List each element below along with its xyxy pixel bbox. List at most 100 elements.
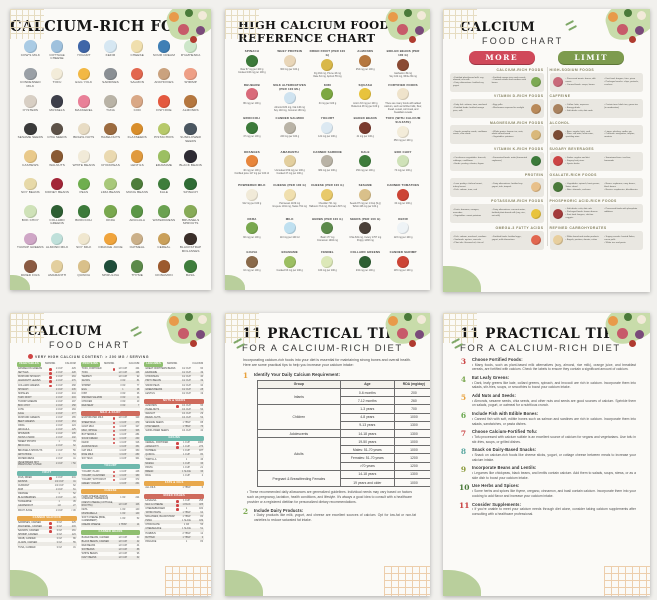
table-header-cell: RDA (mg/day) <box>393 379 430 389</box>
calcium-value: 258 <box>199 500 204 502</box>
table-row: EVAPORATED MILK 1/2 CUP 329 <box>81 417 141 421</box>
poster4-title: CALCIUM FOOD CHART <box>27 324 131 350</box>
food-item: BROCCOLI <box>70 205 97 231</box>
serving-value: 1 CUP <box>119 429 127 432</box>
pistachios-icon <box>157 122 171 135</box>
serving-value: 1/2 CUP <box>54 481 64 484</box>
table-row: GOAT MILK 1 CUP 327 <box>81 425 141 429</box>
food-entry: SPINACH Raw 67 mg per 100 g Cooked 136 mg… <box>233 49 271 82</box>
table-row: RAISINS 1/2 CUP 41 <box>17 480 77 485</box>
fortified-foods-icon <box>397 88 410 101</box>
calcium-value: 34 mg per 100 g <box>394 202 412 206</box>
table-row: COLLARD GREENS 1 CUP 268 <box>17 384 77 388</box>
table-row: RICE MILK 1 CUP 283 <box>80 453 141 458</box>
serving-value: 1 CUP <box>55 400 63 403</box>
food-name: TOFU <box>81 372 88 375</box>
section-header: PHOSPHORIC ACID-RICH FOODS <box>549 199 617 204</box>
bullet-item: • Fortified foods: fortified orange juic… <box>453 107 485 113</box>
serving-value: 1 CUP <box>183 474 190 477</box>
table-row: MUSTARD GREENS 1 CUP 165 <box>17 416 77 420</box>
very-high-dot <box>49 530 52 533</box>
food-item: CHEESE <box>124 40 151 66</box>
section-heading: GRAINS <box>144 436 205 441</box>
calcium-value: 92 <box>136 376 140 379</box>
serving-value: 1 CUP <box>119 458 127 461</box>
table-row: HAZELNUTS 1/4 CUP 56 <box>144 408 205 413</box>
more-pill: MORE <box>468 51 535 64</box>
food-name: ALMONDS <box>357 49 374 54</box>
milk-alternatives-per-100-ml-icon <box>283 92 296 105</box>
food-name: DRIED FRUIT (per 100 g) <box>309 49 346 58</box>
more-section: OMEGA-3 FATTY ACIDS • Fish: salmon, macke… <box>450 226 544 250</box>
section-heading: LEGUMES SERVING CALCIUM <box>144 362 204 367</box>
poster-tips-part2: 11 PRACTICAL TIPS FOR A CALCIUM-RICH DIE… <box>443 313 650 596</box>
food-label: BLACKSTRAP MOLASSES <box>179 245 202 253</box>
seeds-per-100-g-icon <box>359 222 372 235</box>
food-item: MUSSELS <box>44 95 71 121</box>
table-row: CHICKPEAS 1/2 CUP 40 <box>144 376 204 380</box>
food-label: CASHEWS <box>22 162 39 167</box>
food-item: SUNFLOWER SEEDS <box>177 122 204 149</box>
kale-icon <box>359 155 372 168</box>
section-heading: PROTEINS SERVING CALCIUM <box>80 362 141 367</box>
food-label: OKRA <box>105 217 116 222</box>
food-label: SPINACH <box>183 190 198 195</box>
cow-s-milk-icon <box>24 40 37 53</box>
calcium-value: 187 <box>199 450 204 453</box>
section-bullets: • Fish: salmon, mackerel, sardines • Seaf… <box>453 236 528 245</box>
food-name: NAVY BEANS <box>81 556 97 559</box>
calcium-value: 34 <box>200 384 204 387</box>
food-entry: CANNED SALMON 240 mg per 100 g <box>271 116 309 149</box>
calcium-value: 60 <box>200 368 204 371</box>
very-high-dot <box>49 368 52 371</box>
p4-legend: VERY HIGH CALCIUM CONTENT: > 200 MG / SE… <box>10 350 211 362</box>
food-item: BRAZIL NUTS <box>70 122 97 149</box>
rda-cell: 1000 <box>393 445 430 455</box>
serving-value: 1 CUP <box>119 482 127 485</box>
checker-pattern-orange <box>604 566 650 596</box>
bullet-item: • Processed foods with phosphate additiv… <box>604 208 638 213</box>
spark-decoration <box>451 337 465 349</box>
tip-9-number: 9 <box>460 464 467 474</box>
food-item: SHRIMP <box>177 67 204 94</box>
table-row: SUNFLOWER SEEDS 1/4 CUP 42 <box>144 429 204 433</box>
calcium-value: 76 <box>73 441 76 444</box>
serving-value: 1/2 CUP <box>182 384 191 387</box>
tip-heading: Include Fish with Edible Bones: <box>472 411 539 417</box>
flaxseeds-icon <box>130 122 144 135</box>
serving-value: 1/2 CUP <box>182 368 191 371</box>
food-name: TOFU (with calcium sulfate) <box>385 116 421 125</box>
tip-heading: Eat Leafy Greens: <box>472 375 510 381</box>
table-section: GRAINS CEREAL, FORTIFIED 1 CUP 1000 AMARANTH… <box>144 436 205 478</box>
table-row: Adolescents 14-18 years 1300 <box>257 428 430 439</box>
tip-3: 3 Choose Fortified Foods: • Many foods, su… <box>443 354 650 372</box>
calcium-value: 56 <box>200 524 204 527</box>
food-name: SPINACH <box>244 49 260 54</box>
food-name: SALMON, CANNED <box>18 530 39 533</box>
food-name: FORTIFIED FOODS <box>388 82 418 87</box>
tip-1-heading: Identify Your Daily Calcium Requirement: <box>254 371 341 377</box>
calcium-value: 434 <box>135 368 140 371</box>
section-rows: ALL OILS 1 TBSP 0 <box>144 487 204 491</box>
food-name: SNOW PEAS <box>145 384 160 387</box>
table-row: PINTO BEANS 1/2 CUP 39 <box>144 379 205 384</box>
food-label: WHITE BEANS <box>72 162 95 167</box>
bullet-item: • Fast food: burgers, fries, pizza <box>604 78 636 80</box>
calcium-value: Parmesan 1109 mg Gruyere 1011 mg, Swiss … <box>272 202 308 209</box>
food-item: COW'S MILK <box>17 40 44 66</box>
bullet-item: • Beans: soybeans, navy beans, black bea… <box>604 183 636 189</box>
serving-value: 1 CUP <box>55 437 63 440</box>
calcium-value: 62 <box>73 485 76 488</box>
serving-value: 1 CUP <box>55 404 63 407</box>
table-row: GREEN BEANS 1/2 CUP 28 <box>144 387 205 392</box>
rda-cell: 260 <box>393 396 430 406</box>
peas-icon <box>77 177 91 190</box>
serving-value: 1 TBSP <box>182 425 191 428</box>
p4-columns: VEGETABLES SERVING CALCIUM DANDELION GREENS… <box>10 362 211 563</box>
table-row: RICE 1 CUP 2 <box>144 474 204 478</box>
bullet-item: • Lean poultry: chicken breast, turkey b… <box>453 183 483 189</box>
table-row: Pregnant & Breastfeeding Females 14-18 ye… <box>257 469 430 488</box>
calcium-label: CALCIUM <box>128 363 140 366</box>
calcium-value: Cooked 63 mg per 100 g <box>276 269 303 273</box>
serving-value: 1 CUP <box>55 380 63 383</box>
